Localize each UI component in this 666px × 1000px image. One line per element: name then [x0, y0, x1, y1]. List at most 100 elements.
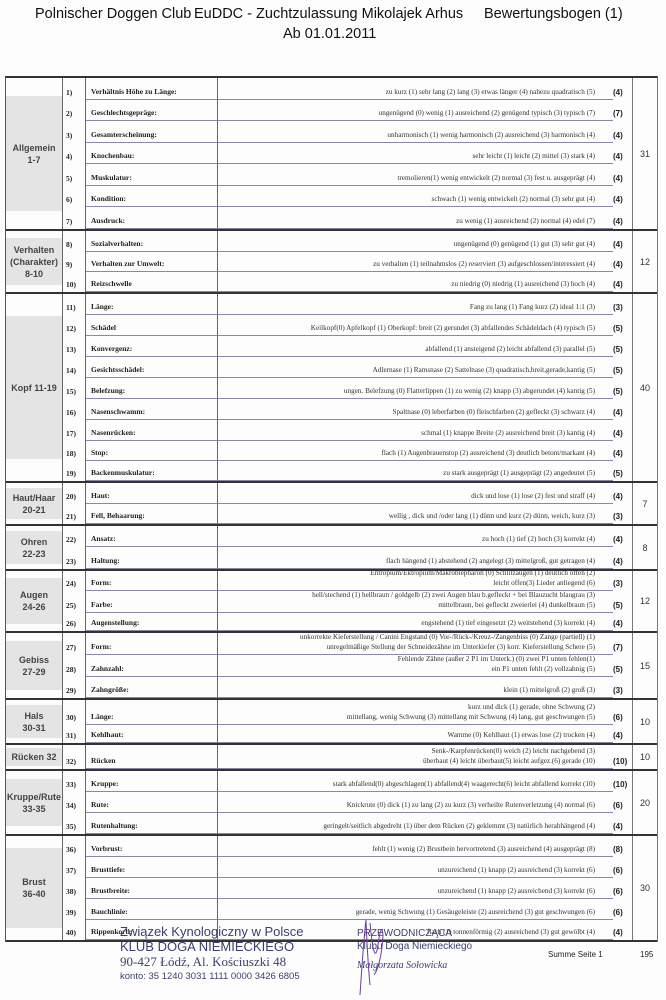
stamp-line: 90-427 Łódź, Al. Kościuszki 48	[120, 954, 287, 969]
criterion-number: 36)	[63, 836, 86, 857]
criterion-options: Knickrute (0) dick (1) zu lang (2) zu ku…	[218, 792, 613, 813]
criterion-options: unharmonisch (1) wenig harmonisch (2) au…	[218, 121, 613, 143]
criterion-max-score: (3)	[613, 677, 633, 698]
criterion-row: 17) Nasenrücken: schmal (1) knappe Breite …	[63, 420, 633, 441]
criterion-options: ungenügend (0) wenig (1) ausreichend (2)…	[218, 100, 613, 121]
group-label-shading	[6, 487, 62, 520]
criterion-label: Nasenrücken:	[86, 420, 218, 441]
option-line: hell/stechend (1) hellbraun / goldgelb (…	[312, 591, 595, 599]
criteria-group: Brust 36-40 36) Vorbrust: fehlt (1) wenig (…	[6, 836, 657, 942]
criterion-max-score: (7)	[613, 100, 633, 121]
criterion-max-score: (4)	[613, 121, 633, 143]
group-total: 10	[639, 752, 650, 762]
criterion-row: 36) Vorbrust: fehlt (1) wenig (2) Brustbei…	[63, 836, 633, 857]
option-line: gerade, wenig Schwung (1) Gesäugeleiste …	[355, 907, 595, 916]
group-label-shading	[6, 640, 62, 691]
criterion-max-score: (3)	[613, 571, 633, 591]
criterion-max-score: (10)	[613, 745, 633, 769]
criterion-row: 7) Ausdruck: zu wenig (1) ausreichend (2) …	[63, 207, 633, 229]
criterion-number: 40)	[63, 920, 86, 940]
group-label: Ohren 22-23	[20, 536, 48, 559]
option-line: Wamme (0) Kehlhaut (1) etwas lose (2) tr…	[447, 730, 595, 739]
group-rows: 33) Kruppe: stark abfallend(0) abgeschlage…	[63, 771, 633, 834]
option-line: dick und lose (1) lose (2) fest und stra…	[471, 491, 595, 500]
criterion-max-score: (4)	[613, 526, 633, 547]
option-line: Entropium/Ektropium/Makroblepharon (0) S…	[370, 569, 595, 577]
criterion-number: 1)	[63, 78, 86, 100]
criterion-number: 2)	[63, 100, 86, 121]
criterion-number: 22)	[63, 526, 86, 547]
option-line: unregelmäßige Stellung der Schneidezähne…	[326, 642, 595, 651]
criterion-options: unzureichend (1) knapp (2) ausreichend (…	[218, 878, 613, 899]
option-line: Knickrute (0) dick (1) zu lang (2) zu ku…	[346, 800, 595, 809]
criterion-options: unzureichend (1) knapp (2) ausreichend (…	[218, 857, 613, 878]
criterion-number: 21)	[63, 504, 86, 524]
criterion-row: 4) Knochenbau: sehr leicht (1) leicht (2) …	[63, 143, 633, 164]
criterion-number: 33)	[63, 771, 86, 792]
option-line: zu niedrig (0) niedrig (1) ausreichend (…	[451, 279, 595, 288]
criterion-row: 5) Muskulatur: tremolieren(1) wenig entwic…	[63, 164, 633, 186]
criterion-label: Belefzung:	[86, 378, 218, 399]
group-rows: 22) Ansatz: zu hoch (1) tief (2) hoch (3) …	[63, 526, 633, 569]
criterion-row: 10) Reizschwelle zu niedrig (0) niedrig (1…	[63, 272, 633, 292]
criterion-options: geringelt/seitlich abgedreht (1) über de…	[218, 813, 613, 834]
criterion-options: abfallend (1) ansteigend (2) leicht abfa…	[218, 336, 613, 357]
group-label-cell: Rücken 32	[6, 745, 63, 769]
criterion-max-score: (4)	[613, 813, 633, 834]
criterion-options: unkorrekte Kieferstellung / Canini Engst…	[218, 633, 613, 655]
option-line: Fehlende Zähne (außer 2 P1 im Unterk.) (…	[397, 655, 595, 663]
criterion-number: 14)	[63, 357, 86, 378]
criterion-label: Kondition:	[86, 186, 218, 207]
club-stamp: Związek Kynologiczny w Polsce KLUB DOGA …	[120, 924, 304, 984]
criterion-label: Muskulatur:	[86, 164, 218, 186]
criterion-row: 25) Farbe: hell/stechend (1) hellbraun / g…	[63, 591, 633, 613]
group-label-cell: Allgemein 1-7	[6, 78, 63, 229]
criterion-row: 9) Verhalten zur Umwelt: zu verhalten (1) …	[63, 252, 633, 272]
group-total: 31	[639, 148, 650, 159]
criterion-max-score: (6)	[613, 899, 633, 920]
group-label-cell: Verhalten (Charakter) 8-10	[6, 231, 63, 292]
criterion-number: 38)	[63, 878, 86, 899]
stamp-line: Związek Kynologiczny w Polsce	[120, 924, 304, 939]
option-line: geringelt/seitlich abgedreht (1) über de…	[323, 821, 595, 830]
criterion-options: Fehlende Zähne (außer 2 P1 im Unterk.) (…	[218, 655, 613, 677]
criterion-row: 13) Konvergenz: abfallend (1) ansteigend (…	[63, 336, 633, 357]
option-line: sehr leicht (1) leicht (2) mittel (3) st…	[472, 151, 595, 160]
criterion-row: 27) Form: unkorrekte Kieferstellung / Cani…	[63, 633, 633, 655]
criterion-row: 22) Ansatz: zu hoch (1) tief (2) hoch (3) …	[63, 526, 633, 547]
criterion-row: 16) Nasenschwamm: Spaltnase (0) leberfarbe…	[63, 399, 633, 420]
criterion-options: gerade, wenig Schwung (1) Gesäugeleiste …	[218, 899, 613, 920]
option-line: schwach (1) wenig entwickelt (2) normal …	[431, 194, 595, 203]
option-line: tremolieren(1) wenig entwickelt (2) norm…	[397, 173, 595, 182]
criterion-label: Verhältnis Höhe zu Länge:	[86, 78, 218, 100]
criterion-label: Schädel	[86, 315, 218, 336]
group-label-shading	[6, 848, 62, 928]
criterion-number: 18)	[63, 441, 86, 461]
criterion-max-score: (4)	[613, 252, 633, 272]
criterion-label: Brustbreite:	[86, 878, 218, 899]
group-rows: 1) Verhältnis Höhe zu Länge: zu kurz (1) s…	[63, 78, 633, 229]
option-line: flach (1) Augenbrauenstop (2) ausreichen…	[381, 448, 595, 457]
criterion-number: 31)	[63, 725, 86, 743]
group-label-shading	[6, 778, 62, 827]
group-label-cell: Augen 24-26	[6, 571, 63, 631]
stamp-line: Klubu Doga Niemieckiego	[357, 941, 473, 952]
criterion-options: Spaltnase (0) leberfarben (0) fleischfar…	[218, 399, 613, 420]
criterion-label: Geschlechtsgepräge:	[86, 100, 218, 121]
criterion-max-score: (4)	[613, 78, 633, 100]
criterion-row: 18) Stop: flach (1) Augenbrauenstop (2) au…	[63, 441, 633, 461]
criterion-number: 10)	[63, 272, 86, 292]
group-label-cell: Gebiss 27-29	[6, 633, 63, 698]
criterion-label: Augenstellung:	[86, 613, 218, 631]
group-label-cell: Ohren 22-23	[6, 526, 63, 569]
criteria-group: Rücken 32 32) Rücken Senk-/Karpfenrücken(0)…	[6, 745, 657, 771]
criterion-row: 8) Sozialverhalten: ungenügend (0) genügen…	[63, 231, 633, 252]
criterion-max-score: (4)	[613, 186, 633, 207]
group-label-shading	[6, 316, 62, 459]
criterion-label: Brusttiefe:	[86, 857, 218, 878]
criterion-options: zu kurz (1) sehr lang (2) lang (3) etwas…	[218, 78, 613, 100]
group-total: 20	[639, 797, 650, 808]
group-total: 12	[639, 596, 650, 606]
criterion-row: 1) Verhältnis Höhe zu Länge: zu kurz (1) s…	[63, 78, 633, 100]
criterion-max-score: (4)	[613, 164, 633, 186]
